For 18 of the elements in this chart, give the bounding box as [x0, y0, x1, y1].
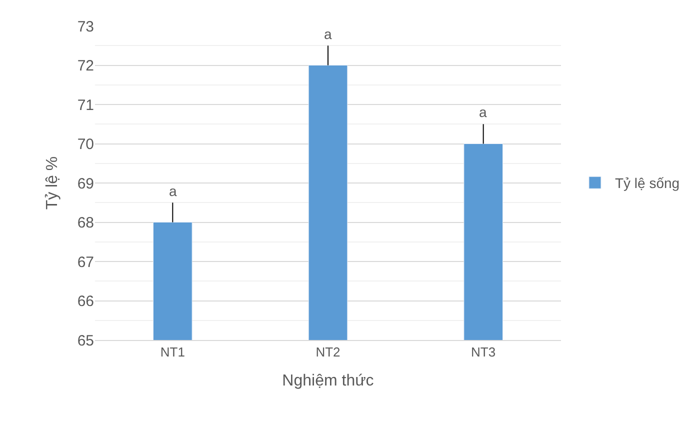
y-tick-label: 71 — [77, 96, 94, 114]
annotation: a — [169, 183, 177, 199]
x-tick-label: NT2 — [316, 344, 340, 360]
x-tick-label: NT3 — [471, 344, 496, 360]
annotation: a — [479, 104, 487, 120]
y-tick-label: 72 — [77, 58, 94, 74]
legend-label: Tỷ lệ sống — [614, 175, 680, 192]
x-tick-label: NT1 — [160, 344, 185, 360]
y-tick-label: 67 — [77, 254, 94, 271]
y-axis-title: Tỷ lệ % — [44, 156, 62, 210]
y-tick-label: 66 — [77, 293, 94, 310]
y-tick-label: 73 — [77, 18, 94, 36]
y-tick-label: 68 — [77, 214, 94, 232]
annotation: a — [324, 26, 332, 42]
x-axis-title: Nghiệm thức — [282, 372, 374, 390]
y-tick-label: 65 — [77, 332, 94, 350]
y-tick-label: 70 — [77, 136, 94, 153]
y-tick-label: 69 — [77, 175, 94, 192]
